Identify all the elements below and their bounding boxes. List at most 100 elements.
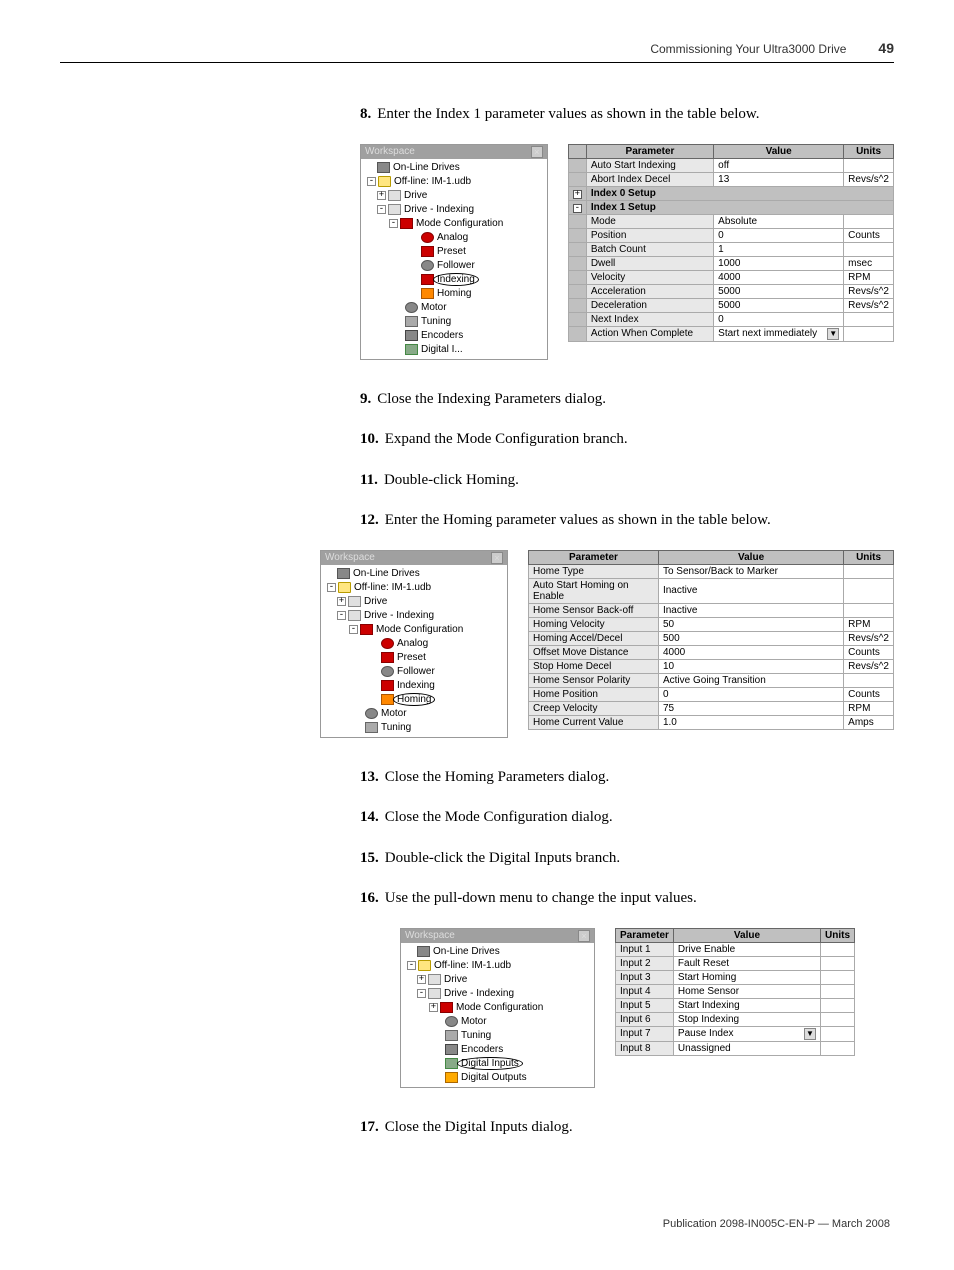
tree-follower[interactable]: Follower <box>437 260 475 271</box>
collapse-icon[interactable]: - <box>417 989 426 998</box>
param-value[interactable]: 5000 <box>714 284 844 298</box>
collapse-icon[interactable]: - <box>573 204 582 213</box>
close-icon[interactable]: × <box>578 930 590 942</box>
param-value[interactable]: 75 <box>658 701 843 715</box>
tree-online-drives[interactable]: On-Line Drives <box>393 162 460 173</box>
param-value[interactable]: 4000 <box>714 270 844 284</box>
param-label: Input 7 <box>616 1026 674 1041</box>
index-0-setup[interactable]: Index 0 Setup <box>586 186 893 200</box>
tree-preset[interactable]: Preset <box>397 652 426 663</box>
tree-follower[interactable]: Follower <box>397 666 435 677</box>
dropdown-value: Pause Index <box>678 1028 734 1039</box>
param-value[interactable]: 0 <box>714 228 844 242</box>
tree-tuning[interactable]: Tuning <box>461 1030 491 1041</box>
chevron-down-icon[interactable]: ▼ <box>827 328 839 340</box>
tree-mode-config[interactable]: Mode Configuration <box>376 624 463 635</box>
param-value[interactable]: 1.0 <box>658 715 843 729</box>
folder-icon <box>338 582 351 593</box>
close-icon[interactable]: × <box>491 552 503 564</box>
tree-motor[interactable]: Motor <box>461 1016 487 1027</box>
param-units <box>844 242 894 256</box>
expand-icon[interactable]: + <box>417 975 426 984</box>
tree-preset[interactable]: Preset <box>437 246 466 257</box>
expand-icon[interactable]: + <box>337 597 346 606</box>
param-value[interactable]: 4000 <box>658 645 843 659</box>
tree-drive-indexing[interactable]: Drive - Indexing <box>404 204 474 215</box>
tree-motor[interactable]: Motor <box>381 708 407 719</box>
param-value[interactable]: 5000 <box>714 298 844 312</box>
param-value[interactable]: 0 <box>714 312 844 326</box>
param-value[interactable]: 500 <box>658 631 843 645</box>
tree-offline[interactable]: Off-line: IM-1.udb <box>434 960 511 971</box>
param-value[interactable]: Unassigned <box>673 1041 820 1055</box>
tree-offline[interactable]: Off-line: IM-1.udb <box>394 176 471 187</box>
param-value[interactable]: Home Sensor <box>673 984 820 998</box>
collapse-icon[interactable]: - <box>327 583 336 592</box>
param-value[interactable]: Start next immediately▼ <box>714 326 844 341</box>
workspace-tree-1[interactable]: Workspace× On-Line Drives -Off-line: IM-… <box>360 144 548 360</box>
tree-tuning[interactable]: Tuning <box>381 722 411 733</box>
chevron-down-icon[interactable]: ▼ <box>804 1028 816 1040</box>
tree-mode-config[interactable]: Mode Configuration <box>456 1002 543 1013</box>
collapse-icon[interactable]: - <box>407 961 416 970</box>
tree-online-drives[interactable]: On-Line Drives <box>353 568 420 579</box>
tree-offline[interactable]: Off-line: IM-1.udb <box>354 582 431 593</box>
param-value[interactable]: 0 <box>658 687 843 701</box>
param-units: Revs/s^2 <box>844 172 894 186</box>
workspace-title: Workspace <box>325 552 375 563</box>
tree-digital-etc[interactable]: Digital I... <box>421 344 463 355</box>
tree-analog[interactable]: Analog <box>437 232 468 243</box>
expand-icon[interactable]: + <box>573 190 582 199</box>
param-value[interactable]: Start Homing <box>673 970 820 984</box>
tree-drive[interactable]: Drive <box>364 596 387 607</box>
param-value[interactable]: Absolute <box>714 214 844 228</box>
collapse-icon[interactable]: - <box>389 219 398 228</box>
param-label: Abort Index Decel <box>586 172 713 186</box>
tree-homing[interactable]: Homing <box>397 694 431 705</box>
collapse-icon[interactable]: - <box>337 611 346 620</box>
collapse-icon[interactable]: - <box>377 205 386 214</box>
param-value[interactable]: Stop Indexing <box>673 1012 820 1026</box>
param-value[interactable]: Start Indexing <box>673 998 820 1012</box>
param-value[interactable]: 10 <box>658 659 843 673</box>
param-value[interactable]: To Sensor/Back to Marker <box>658 564 843 578</box>
tree-digital-outputs[interactable]: Digital Outputs <box>461 1072 527 1083</box>
tree-encoders[interactable]: Encoders <box>461 1044 503 1055</box>
tree-drive[interactable]: Drive <box>444 974 467 985</box>
param-value[interactable]: Inactive <box>658 603 843 617</box>
expand-icon[interactable]: + <box>377 191 386 200</box>
tree-online-drives[interactable]: On-Line Drives <box>433 946 500 957</box>
index-1-setup[interactable]: Index 1 Setup <box>586 200 893 214</box>
tree-encoders[interactable]: Encoders <box>421 330 463 341</box>
tree-analog[interactable]: Analog <box>397 638 428 649</box>
param-label: Input 4 <box>616 984 674 998</box>
close-icon[interactable]: × <box>531 146 543 158</box>
param-value[interactable]: Active Going Transition <box>658 673 843 687</box>
tree-indexing[interactable]: Indexing <box>437 274 475 285</box>
collapse-icon[interactable]: - <box>367 177 376 186</box>
workspace-tree-3[interactable]: Workspace× On-Line Drives -Off-line: IM-… <box>400 928 595 1088</box>
param-label: Homing Velocity <box>528 617 658 631</box>
param-value[interactable]: Pause Index ▼ <box>673 1026 820 1041</box>
param-value[interactable]: 50 <box>658 617 843 631</box>
param-value[interactable]: Fault Reset <box>673 956 820 970</box>
param-value[interactable]: Drive Enable <box>673 942 820 956</box>
workspace-tree-2[interactable]: Workspace × On-Line Drives - Off-line: IM-… <box>320 550 508 738</box>
expand-icon[interactable]: + <box>429 1003 438 1012</box>
param-value[interactable]: 1 <box>714 242 844 256</box>
tree-drive-indexing[interactable]: Drive - Indexing <box>444 988 514 999</box>
param-value[interactable]: 13 <box>714 172 844 186</box>
param-label: Home Type <box>528 564 658 578</box>
tree-mode-config[interactable]: Mode Configuration <box>416 218 503 229</box>
tree-drive[interactable]: Drive <box>404 190 427 201</box>
tree-motor[interactable]: Motor <box>421 302 447 313</box>
tree-homing[interactable]: Homing <box>437 288 471 299</box>
tree-tuning[interactable]: Tuning <box>421 316 451 327</box>
tree-drive-indexing[interactable]: Drive - Indexing <box>364 610 434 621</box>
tree-indexing[interactable]: Indexing <box>397 680 435 691</box>
param-value[interactable]: 1000 <box>714 256 844 270</box>
param-value[interactable]: Inactive <box>658 578 843 603</box>
param-value[interactable]: off <box>714 158 844 172</box>
collapse-icon[interactable]: - <box>349 625 358 634</box>
tree-digital-inputs[interactable]: Digital Inputs <box>461 1058 519 1069</box>
